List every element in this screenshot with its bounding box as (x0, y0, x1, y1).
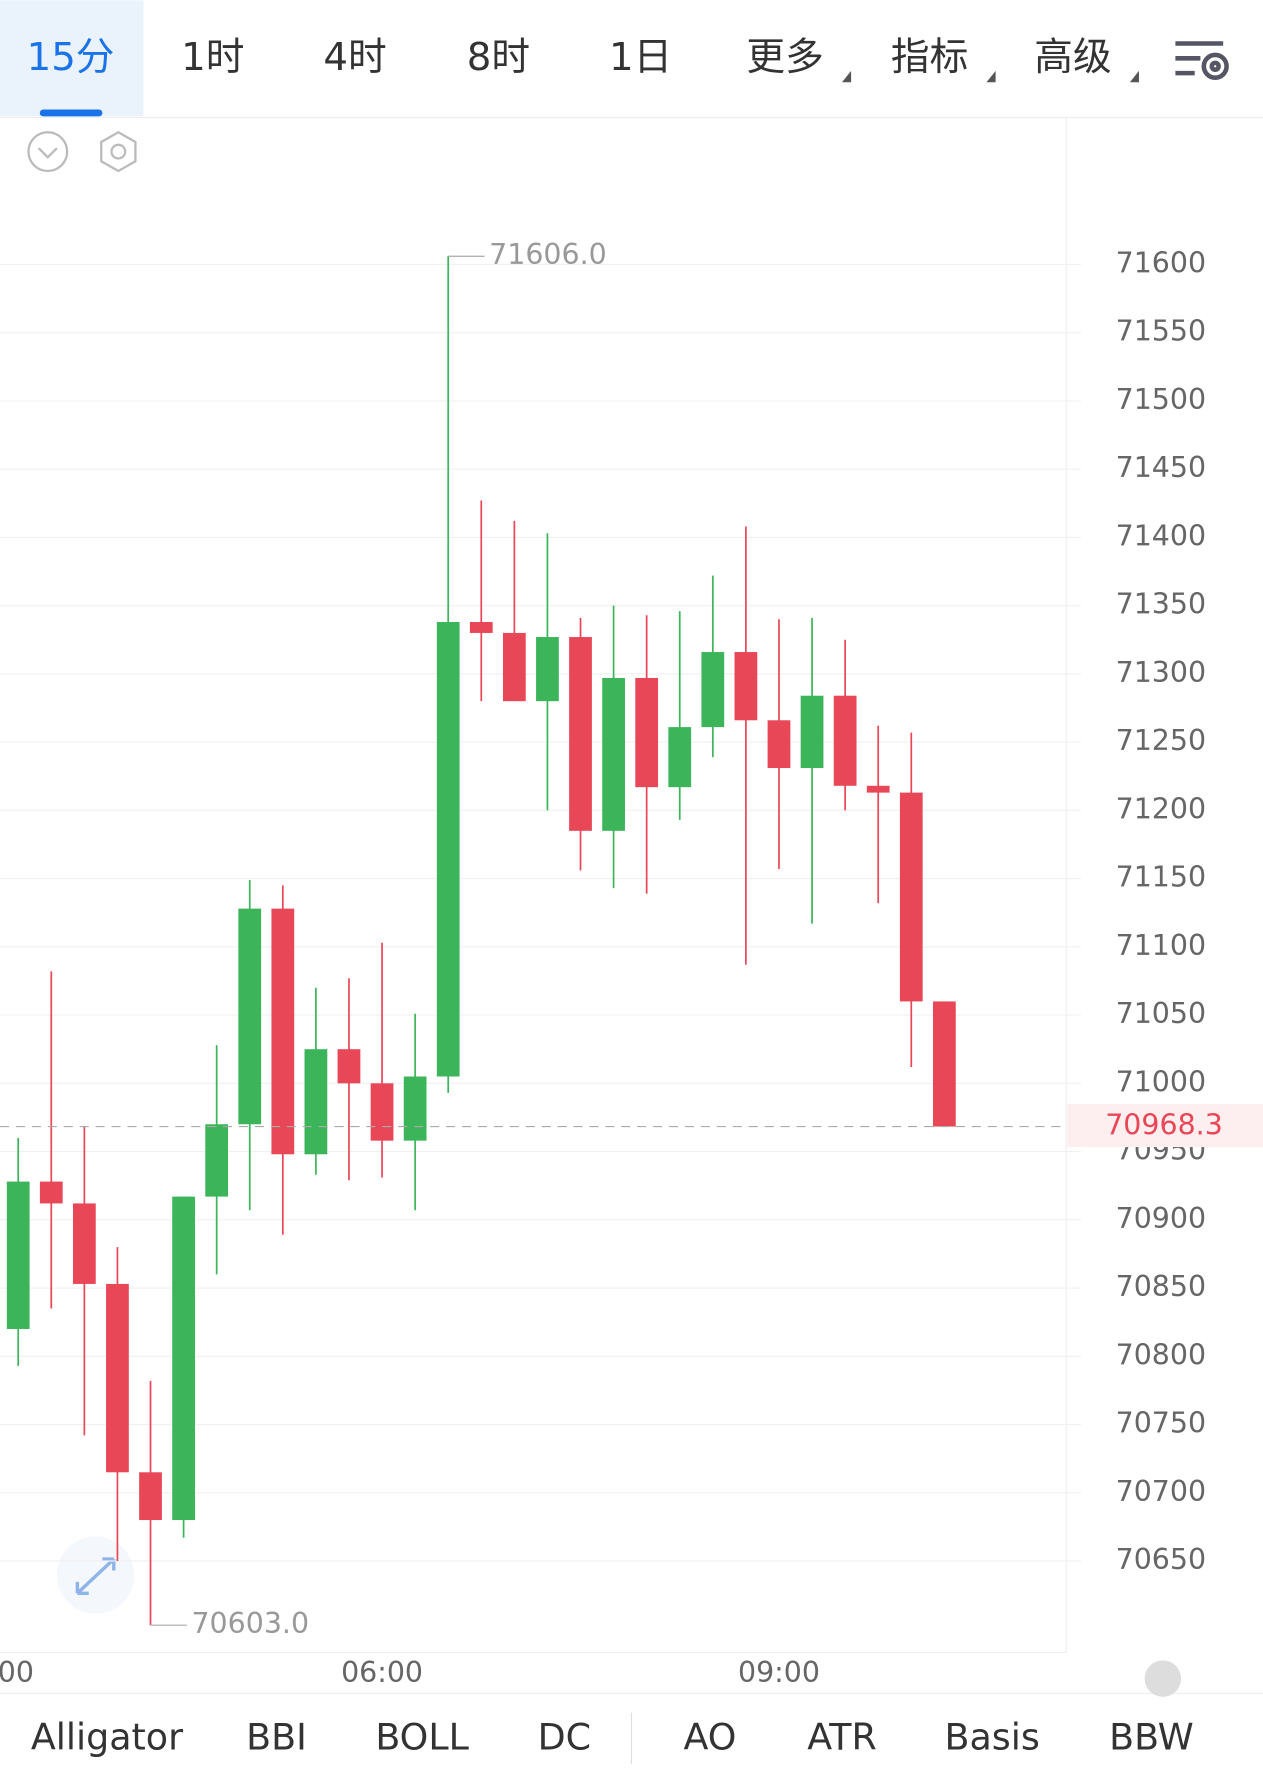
candle-body (502, 632, 526, 702)
tab[interactable]: 1时 (181, 35, 244, 80)
candle-body (403, 1076, 427, 1141)
settings-hex-dot (110, 143, 127, 160)
y-tick-label: 71350 (1116, 588, 1206, 621)
collapse-icon[interactable] (27, 131, 69, 173)
y-tick-label: 71050 (1116, 997, 1206, 1030)
candle-body (39, 1181, 63, 1204)
y-tick-label: 70800 (1116, 1338, 1206, 1371)
candle-body (833, 695, 857, 786)
y-tick-label: 70700 (1116, 1475, 1206, 1508)
scroll-end-button[interactable] (1144, 1660, 1182, 1697)
tab[interactable]: 更多 (746, 35, 823, 80)
y-tick-label: 71600 (1116, 246, 1206, 279)
tab[interactable]: 1日 (609, 35, 672, 80)
high-label: 71606.0 (489, 238, 607, 271)
candle-body (238, 908, 262, 1125)
indicator-tab[interactable]: DC (538, 1715, 591, 1758)
candle-body (899, 792, 923, 1002)
candle-body (734, 652, 758, 721)
collapse-chevron (37, 147, 58, 159)
dropdown-caret (842, 70, 852, 83)
tab[interactable]: 指标 (891, 35, 968, 80)
y-tick-label: 71400 (1116, 519, 1206, 552)
candle-body (701, 652, 725, 728)
candle-body (866, 785, 890, 793)
y-tick-label: 71000 (1116, 1065, 1206, 1098)
candle-body (205, 1124, 229, 1197)
y-tick-label: 71500 (1116, 383, 1206, 416)
y-tick-label: 70850 (1116, 1270, 1206, 1303)
tab-indicator (39, 109, 103, 117)
y-tick-label: 71300 (1116, 656, 1206, 689)
settings-icon[interactable] (1175, 41, 1229, 80)
y-tick-label: 71550 (1116, 315, 1206, 348)
candle-body (337, 1049, 361, 1084)
candle-body (370, 1083, 394, 1141)
candle-body (536, 637, 559, 702)
y-tick-label: 70650 (1116, 1543, 1206, 1576)
selected-tab-bg (0, 0, 144, 117)
fullscreen-icon (75, 1557, 116, 1595)
tab[interactable]: 高级 (1034, 35, 1111, 80)
indicator-tab[interactable]: AO (684, 1715, 737, 1758)
indicator-tab[interactable]: BBW (1109, 1715, 1194, 1758)
candle-body (800, 695, 824, 769)
y-tick-label: 70750 (1116, 1407, 1206, 1440)
indicator-tab[interactable]: ATR (807, 1715, 877, 1758)
low-label: 70603.0 (191, 1607, 309, 1640)
x-tick-label: 06:00 (341, 1656, 423, 1689)
candle-body (172, 1196, 195, 1521)
y-tick-label: 71250 (1116, 724, 1206, 757)
candle-body (72, 1203, 96, 1284)
x-tick-label: 00 (0, 1656, 34, 1689)
candle-body (668, 727, 692, 788)
candle-body (6, 1181, 30, 1329)
settings-hex[interactable] (100, 130, 137, 173)
candle-body (569, 637, 592, 831)
candle-body (932, 1001, 956, 1127)
candle-body (635, 677, 659, 788)
candle-body (602, 677, 625, 831)
candle-body (271, 908, 295, 1155)
indicator-tab[interactable]: Alligator (31, 1715, 183, 1758)
candle-body (139, 1472, 162, 1521)
indicator-tab[interactable]: Basis (945, 1715, 1040, 1758)
candle-body (436, 622, 460, 1077)
y-tick-label: 70900 (1116, 1202, 1206, 1235)
x-tick-label: 09:00 (738, 1656, 820, 1689)
candle-body (106, 1283, 129, 1473)
dropdown-caret (1129, 70, 1139, 83)
last-price-bg (1067, 1103, 1263, 1148)
dropdown-caret (986, 70, 996, 83)
last-price-label: 70968.3 (1105, 1109, 1223, 1142)
y-tick-label: 71150 (1116, 861, 1206, 894)
tab[interactable]: 4时 (323, 35, 386, 80)
candle-body (469, 622, 493, 633)
y-tick-label: 71450 (1116, 451, 1206, 484)
candle-body (304, 1049, 328, 1155)
y-tick-label: 71200 (1116, 792, 1206, 825)
candle-body (767, 720, 791, 769)
tab[interactable]: 15分 (27, 35, 115, 80)
tab[interactable]: 8时 (467, 35, 530, 80)
y-tick-label: 71100 (1116, 929, 1206, 962)
indicator-tab[interactable]: BOLL (375, 1715, 469, 1758)
indicator-tab[interactable]: BBI (246, 1715, 307, 1758)
